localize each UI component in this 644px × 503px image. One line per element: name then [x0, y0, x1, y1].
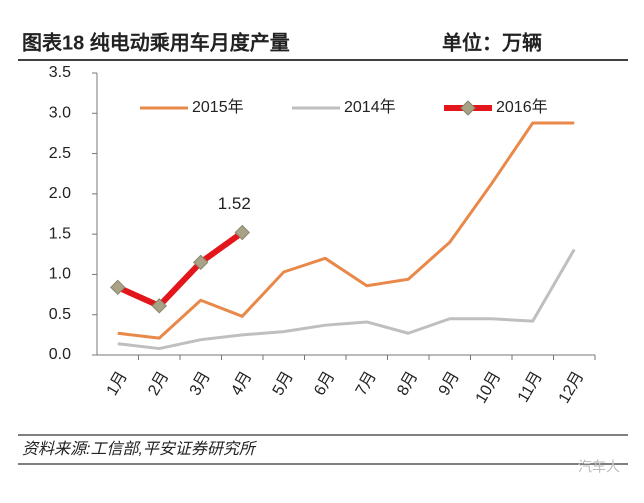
data-label: 1.52 [218, 194, 251, 213]
y-tick-label: 0.5 [49, 306, 71, 323]
x-tick-label: 12月 [556, 369, 588, 407]
x-tick-label: 3月 [187, 369, 214, 399]
legend-marker [460, 100, 476, 116]
point-marker [151, 298, 167, 314]
x-tick-label: 9月 [436, 369, 463, 399]
y-tick-label: 0.0 [49, 346, 71, 363]
legend-label: 2014年 [344, 98, 396, 116]
x-tick-label: 2月 [145, 369, 172, 399]
y-tick-label: 3.0 [49, 105, 71, 122]
chart-title: 图表18 纯电动乘用车月度产量 [22, 30, 290, 54]
point-marker [110, 279, 126, 296]
x-tick-label: 1月 [104, 369, 131, 399]
y-tick-label: 1.5 [49, 225, 71, 242]
x-tick-label: 11月 [515, 369, 546, 406]
x-tick-label: 4月 [228, 369, 255, 399]
point-marker [234, 224, 250, 241]
series-line [116, 230, 245, 309]
y-tick-label: 2.0 [49, 185, 71, 202]
unit-label: 单位：万辆 [442, 30, 542, 54]
point-marker [193, 254, 209, 271]
series-line [117, 248, 576, 351]
watermark: 汽车人 [578, 459, 620, 475]
x-tick-label: 5月 [270, 369, 297, 399]
y-tick-label: 3.5 [49, 64, 71, 81]
series-line [117, 121, 575, 340]
x-tick-label: 6月 [311, 369, 338, 399]
x-tick-label: 7月 [353, 369, 380, 399]
x-tick-label: 10月 [473, 369, 505, 407]
y-tick-label: 2.5 [49, 145, 71, 162]
x-tick-label: 8月 [394, 369, 421, 399]
legend-label: 2015年 [192, 98, 244, 116]
source: 资料来源:工信部,平安证券研究所 [22, 440, 258, 458]
legend-label: 2016年 [496, 98, 548, 116]
y-tick-label: 1.0 [49, 266, 71, 283]
